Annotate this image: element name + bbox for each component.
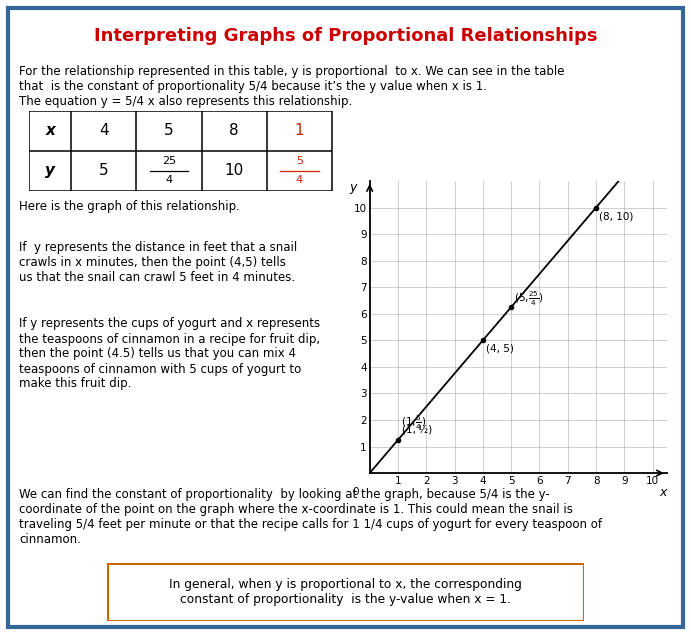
Text: 0: 0 [352, 486, 359, 497]
Text: 5: 5 [99, 163, 108, 178]
Text: $(5,\!\frac{25}{4})$: $(5,\!\frac{25}{4})$ [514, 290, 544, 309]
Text: (1, ½): (1, ½) [402, 424, 433, 434]
Text: (8, 10): (8, 10) [599, 212, 633, 222]
Text: y: y [349, 181, 357, 194]
Text: x: x [659, 486, 666, 500]
Text: y: y [45, 163, 55, 178]
Text: Interpreting Graphs of Proportional Relationships: Interpreting Graphs of Proportional Rela… [94, 27, 597, 44]
Text: x: x [45, 123, 55, 138]
Text: We can find the constant of proportionality  by looking at the graph, because 5/: We can find the constant of proportional… [19, 488, 603, 545]
Text: If y represents the cups of yogurt and x represents
the teaspoons of cinnamon in: If y represents the cups of yogurt and x… [19, 318, 321, 391]
Text: 10: 10 [225, 163, 244, 178]
Text: 1: 1 [294, 123, 304, 138]
Text: For the relationship represented in this table, y is proportional  to x. We can : For the relationship represented in this… [19, 65, 565, 108]
Text: 25: 25 [162, 156, 176, 166]
FancyBboxPatch shape [107, 563, 584, 621]
Text: 5: 5 [164, 123, 173, 138]
Text: In general, when y is proportional to x, the corresponding
constant of proportio: In general, when y is proportional to x,… [169, 578, 522, 606]
Text: $(1,\!\frac{5}{4})$: $(1,\!\frac{5}{4})$ [401, 413, 427, 432]
Text: 4: 4 [165, 175, 173, 185]
Text: (4, 5): (4, 5) [486, 344, 513, 353]
Text: 8: 8 [229, 123, 239, 138]
Text: 4: 4 [99, 123, 108, 138]
Text: Here is the graph of this relationship.: Here is the graph of this relationship. [19, 200, 240, 213]
Text: 5: 5 [296, 156, 303, 166]
Text: 4: 4 [296, 175, 303, 185]
Text: If  y represents the distance in feet that a snail
crawls in x minutes, then the: If y represents the distance in feet tha… [19, 241, 298, 284]
